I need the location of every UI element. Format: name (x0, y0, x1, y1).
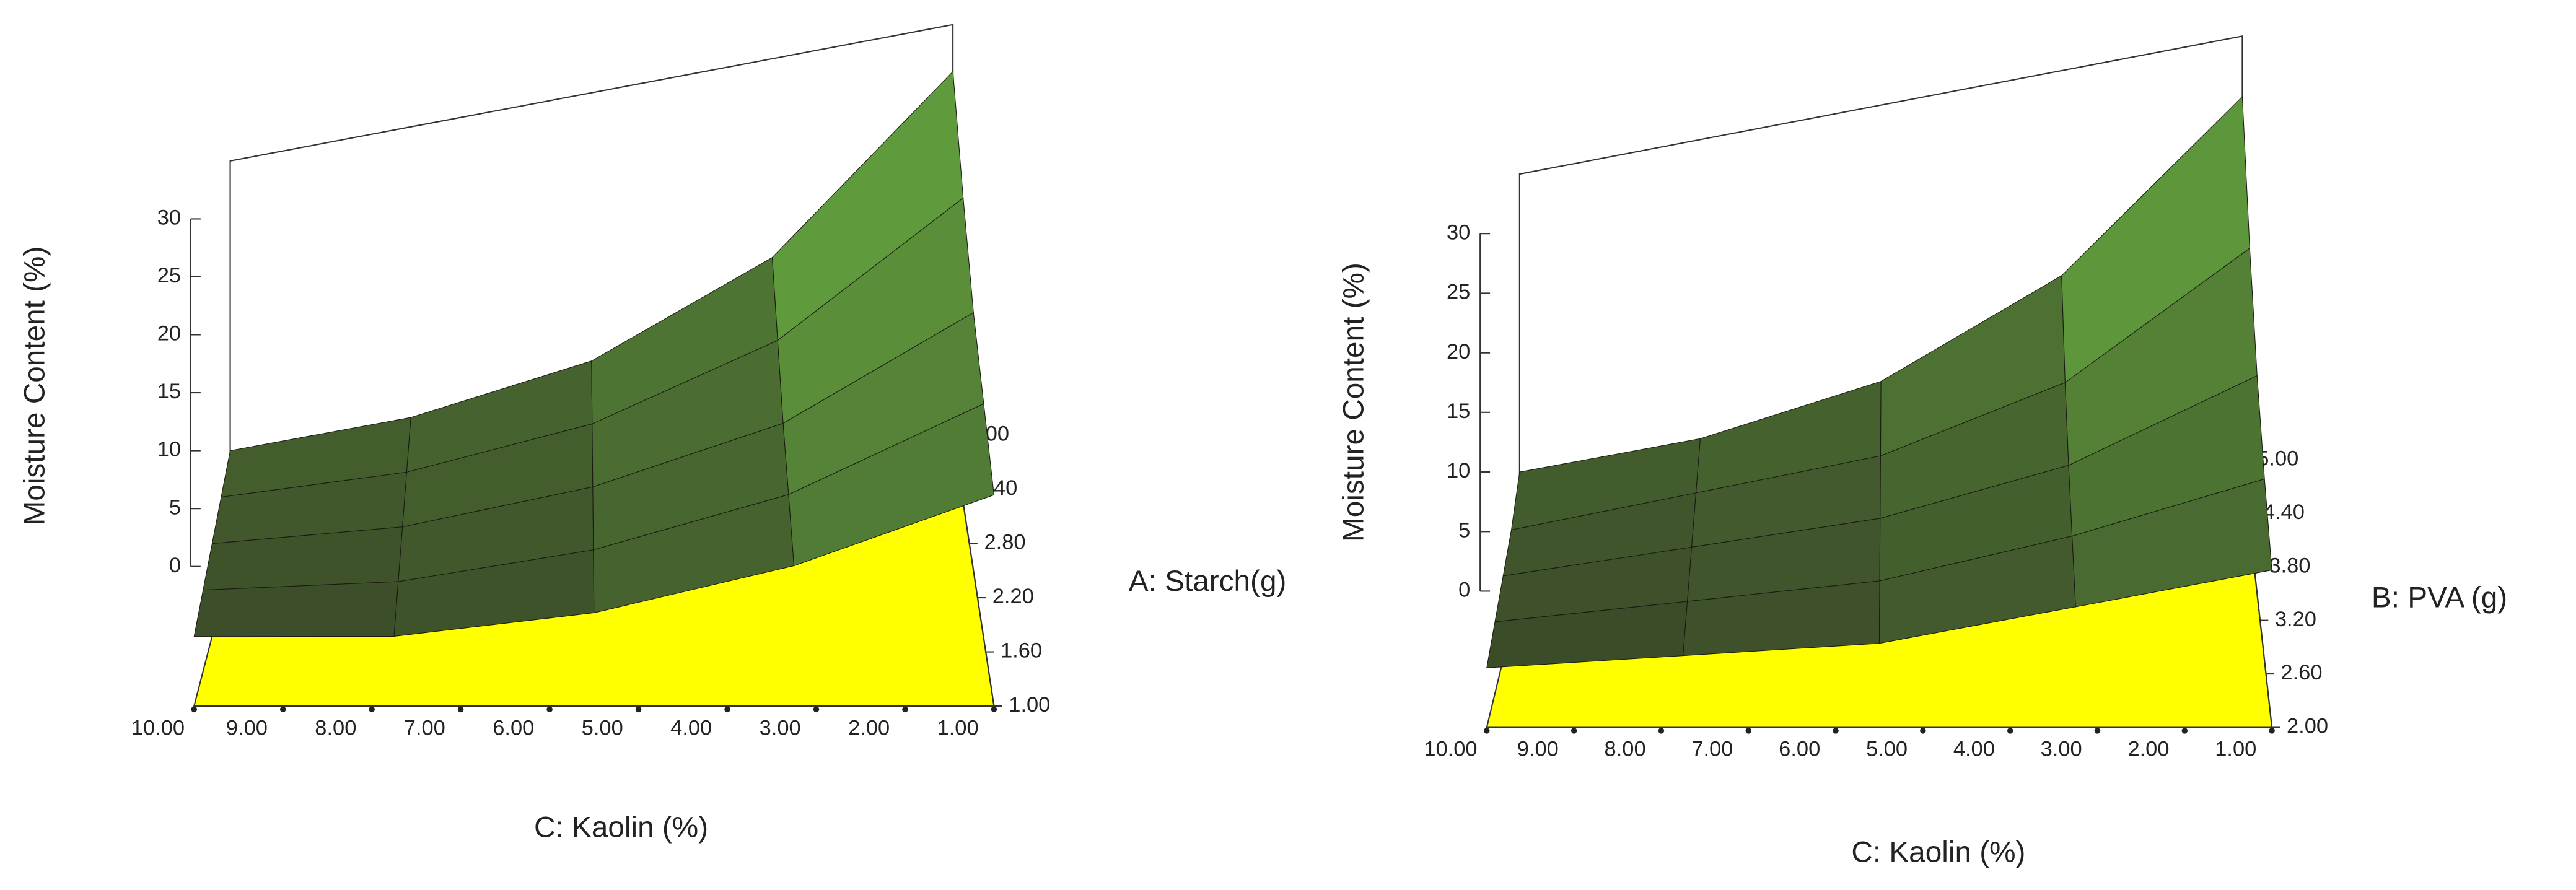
z-axis-label: Moisture Content (%) (18, 246, 51, 526)
x-tick (546, 706, 553, 713)
x-tick-label: 10.00 (131, 716, 185, 739)
y-tick-label: 4.40 (2263, 500, 2305, 524)
surface-patch (788, 403, 994, 567)
x-tick-label: 3.00 (2041, 738, 2082, 761)
x-tick (2269, 728, 2275, 734)
z-tick-label: 25 (157, 264, 181, 287)
surface-patch (2072, 478, 2272, 608)
y-tick-label: 2.20 (992, 585, 1034, 608)
x-tick (369, 706, 375, 713)
y-axis-label: B: PVA (g) (2372, 581, 2507, 614)
y-tick-label: 2.60 (2280, 661, 2322, 684)
z-tick-label: 20 (157, 322, 181, 346)
z-tick-label: 20 (1447, 340, 1470, 364)
x-tick-label: 8.00 (315, 716, 356, 739)
z-tick-label: 30 (1447, 220, 1470, 244)
x-tick (635, 706, 642, 713)
surface-chart: 0 5 10 15 20 25 30 10.00 9.00 8.00 7.00 6.00 5.00 4.0… (18, 24, 1287, 844)
surface-chart: 0 5 10 15 20 25 30 10.00 9.00 8.00 7.00 6.00 5.00 4.0… (1337, 35, 2507, 868)
x-tick (813, 706, 820, 713)
y-tick-label: 3.20 (2275, 608, 2316, 631)
x-tick-label: 5.00 (1866, 738, 1908, 761)
x-tick-label: 5.00 (582, 716, 623, 739)
x-tick-label: 8.00 (1605, 738, 1646, 761)
z-tick-label: 15 (157, 380, 181, 403)
z-tick-label: 5 (169, 495, 181, 519)
x-tick-label: 6.00 (493, 716, 534, 739)
x-tick (2007, 728, 2013, 734)
x-tick (191, 706, 198, 713)
x-tick (902, 706, 908, 713)
x-tick-label: 9.00 (1517, 738, 1559, 761)
z-tick-label: 10 (1447, 459, 1470, 482)
x-tick-label: 1.00 (937, 716, 979, 739)
x-tick-label: 2.00 (2127, 738, 2169, 761)
x-tick-label: 1.00 (2215, 738, 2256, 761)
x-tick-label: 10.00 (1424, 738, 1477, 761)
y-tick-label: 3.80 (2269, 554, 2310, 577)
z-tick-label: 0 (169, 554, 181, 577)
x-tick-label: 9.00 (226, 716, 268, 739)
x-tick (1920, 728, 1926, 734)
x-tick-label: 3.00 (760, 716, 801, 739)
x-tick-label: 2.00 (848, 716, 890, 739)
x-axis-label: C: Kaolin (%) (534, 811, 708, 844)
x-tick (2094, 728, 2101, 734)
z-tick-label: 30 (157, 206, 181, 229)
x-tick (1833, 728, 1839, 734)
z-axis-label: Moisture Content (%) (1337, 263, 1370, 542)
x-tick (1571, 728, 1577, 734)
x-tick (724, 706, 730, 713)
y-tick-label: 2.00 (2287, 715, 2328, 738)
x-tick (279, 706, 286, 713)
z-tick-label: 5 (1458, 518, 1470, 542)
x-tick-label: 4.00 (670, 716, 712, 739)
z-tick-label: 10 (157, 438, 181, 461)
surface-patch (193, 581, 399, 637)
x-axis-label: C: Kaolin (%) (1851, 835, 2025, 868)
y-tick-label: 2.80 (984, 531, 1026, 554)
z-tick-label: 25 (1447, 281, 1470, 304)
x-tick (1745, 728, 1752, 734)
x-tick (1484, 728, 1490, 734)
y-tick-label: 5.00 (2257, 447, 2298, 470)
z-tick-label: 15 (1447, 399, 1470, 423)
y-tick-label: 1.00 (1009, 693, 1050, 717)
y-tick-label: 1.60 (1001, 639, 1042, 663)
x-tick-label: 6.00 (1779, 738, 1820, 761)
z-tick-label: 0 (1458, 578, 1470, 602)
y-axis-label: A: Starch(g) (1129, 565, 1287, 598)
x-tick-label: 4.00 (1953, 738, 1995, 761)
x-tick (2181, 728, 2188, 734)
x-tick-label: 7.00 (404, 716, 445, 739)
x-tick (1658, 728, 1665, 734)
x-tick (991, 706, 997, 713)
x-tick-label: 7.00 (1691, 738, 1733, 761)
x-tick (457, 706, 464, 713)
